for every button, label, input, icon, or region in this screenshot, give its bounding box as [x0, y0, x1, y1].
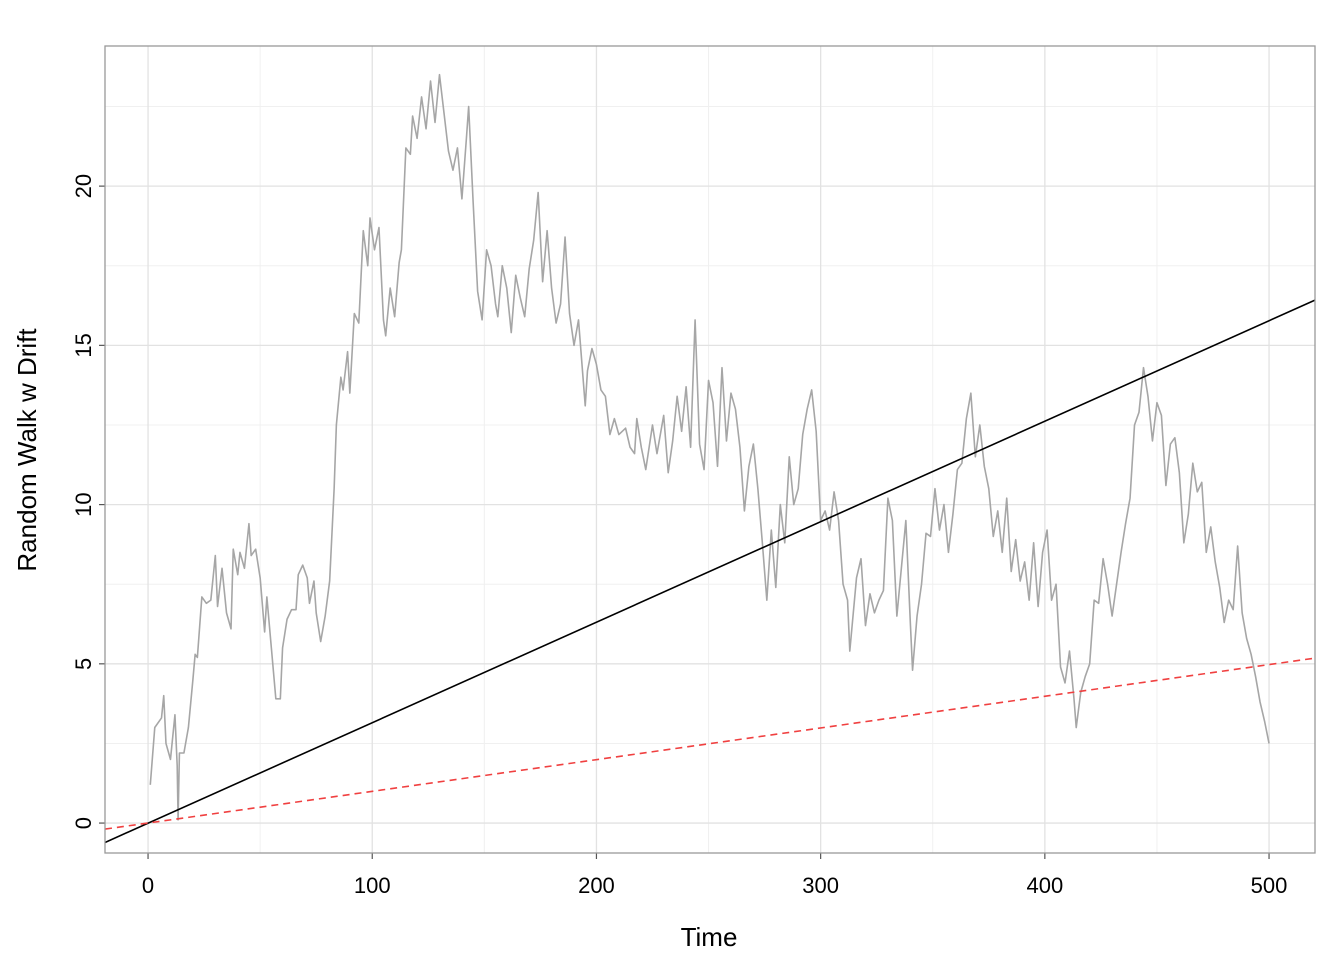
plot-area: [105, 73, 1315, 844]
y-axis-title: Random Walk w Drift: [12, 328, 42, 572]
y-tick-label: 5: [71, 658, 96, 670]
series-line: [105, 299, 1315, 844]
y-tick-label: 20: [71, 174, 96, 198]
x-tick-label: 200: [578, 873, 615, 898]
x-tick-label: 100: [354, 873, 391, 898]
y-tick-label: 15: [71, 333, 96, 357]
y-tick-label: 10: [71, 492, 96, 516]
x-tick-label: 0: [142, 873, 154, 898]
series-line: [149, 73, 1270, 821]
y-tick-label: 0: [71, 817, 96, 829]
x-tick-label: 400: [1026, 873, 1063, 898]
x-tick-label: 500: [1251, 873, 1288, 898]
x-tick-label: 300: [802, 873, 839, 898]
plot-border: [104, 45, 1316, 854]
x-axis-title: Time: [681, 922, 738, 952]
